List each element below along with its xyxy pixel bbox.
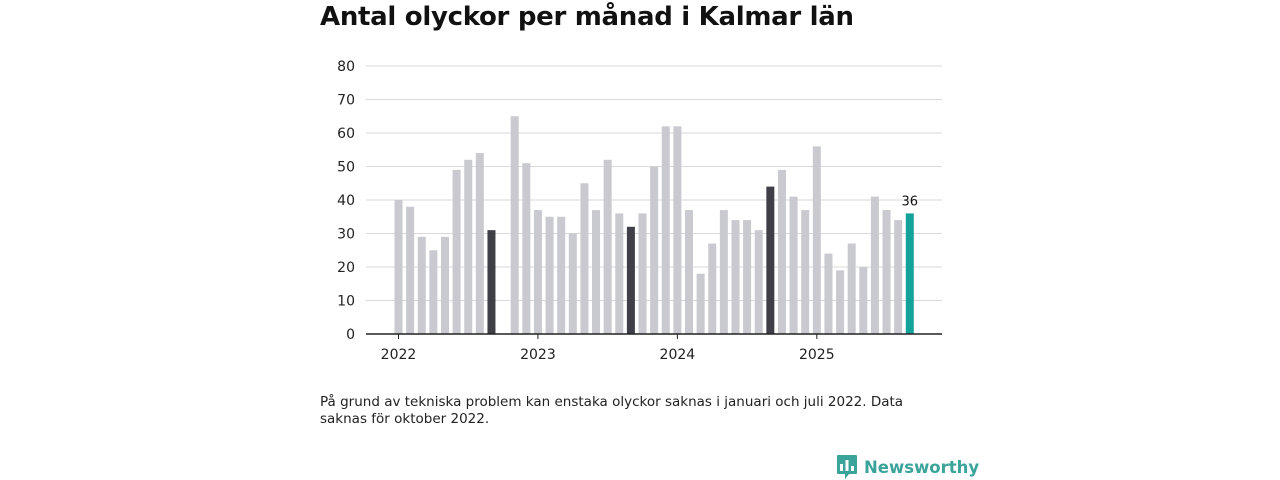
bar-2024-06	[731, 220, 740, 334]
bar-2023-06	[592, 210, 601, 334]
bar-2025-01	[812, 146, 821, 334]
x-axis: 2022 2023 2024 2025	[381, 334, 835, 363]
x-tick-label: 2023	[520, 347, 556, 363]
y-tick-label: 20	[337, 260, 355, 276]
data-label-2025-09: 36	[902, 194, 919, 209]
bar-2024-05	[719, 210, 728, 334]
bar-2024-12	[801, 210, 810, 334]
bar-2024-04	[708, 243, 717, 334]
y-tick-label: 60	[337, 126, 355, 142]
bar-2022-11	[510, 116, 519, 334]
footnote: På grund av tekniska problem kan enstaka…	[320, 394, 904, 427]
bar-2024-01	[673, 126, 682, 334]
bar-2022-02	[406, 206, 415, 334]
bar-2023-03	[557, 216, 566, 334]
bar-2025-06	[870, 196, 879, 334]
bar-2023-01	[533, 210, 542, 334]
brand-name: Newsworthy	[864, 457, 980, 477]
accidents-bar-chart: 0 10 20 30 40 50 60 70 80 36 2022 2023 2024 2025	[337, 59, 942, 363]
y-tick-label: 0	[346, 327, 355, 343]
bar-2023-11	[650, 166, 659, 334]
x-tick-label: 2022	[381, 347, 417, 363]
bar-2025-09	[905, 213, 914, 334]
bar-2023-02	[545, 216, 554, 334]
bar-2022-09	[487, 230, 496, 334]
bar-2024-07	[743, 220, 752, 334]
bar-2022-07	[464, 159, 473, 334]
chart-title: Antal olyckor per månad i Kalmar län	[320, 2, 854, 32]
x-tick-label: 2025	[799, 347, 835, 363]
bar-2022-04	[429, 250, 438, 334]
y-tick-label: 40	[337, 193, 355, 209]
bar-2025-07	[882, 210, 891, 334]
x-tick-label: 2024	[660, 347, 696, 363]
bar-2025-04	[847, 243, 856, 334]
bar-2023-09	[626, 226, 635, 334]
y-tick-label: 30	[337, 227, 355, 243]
bar-2024-08	[754, 230, 763, 334]
data-labels: 36	[902, 194, 919, 209]
bar-2023-12	[661, 126, 670, 334]
bar-2023-05	[580, 183, 589, 334]
bar-2024-02	[685, 210, 693, 334]
bar-2022-12	[522, 163, 531, 334]
bar-2025-03	[836, 270, 845, 334]
y-axis: 0 10 20 30 40 50 60 70 80	[337, 59, 355, 343]
bar-2024-10	[777, 169, 786, 334]
brand-logo: Newsworthy	[836, 454, 979, 480]
bar-2023-10	[638, 213, 647, 334]
y-tick-label: 50	[337, 160, 355, 176]
bar-2025-05	[859, 267, 868, 334]
bar-2022-01	[394, 200, 403, 334]
bar-2022-03	[417, 236, 426, 334]
y-tick-label: 80	[337, 59, 355, 75]
bar-2024-03	[696, 273, 705, 334]
bars	[394, 116, 914, 334]
bar-2022-08	[475, 153, 484, 334]
y-tick-label: 70	[337, 93, 355, 109]
bar-2022-05	[440, 236, 449, 334]
bar-2025-02	[824, 253, 833, 334]
bar-2024-09	[766, 186, 775, 334]
bar-2025-08	[894, 220, 903, 334]
y-tick-label: 10	[337, 294, 355, 310]
bar-2023-07	[603, 159, 612, 334]
bar-2023-08	[615, 213, 624, 334]
bar-2022-06	[452, 169, 461, 334]
bar-2024-11	[789, 196, 798, 334]
bar-2023-04	[568, 233, 577, 334]
bar-chart-speech-bubble-icon	[837, 455, 857, 479]
